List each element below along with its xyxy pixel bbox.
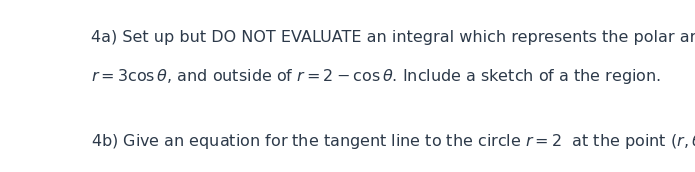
Text: $r = 3\cos\theta$, and outside of $r = 2 - \cos\theta$. Include a sketch of a th: $r = 3\cos\theta$, and outside of $r = 2… xyxy=(91,67,662,86)
Text: 4a) Set up but DO NOT EVALUATE an integral which represents the polar area insid: 4a) Set up but DO NOT EVALUATE an integr… xyxy=(91,30,695,45)
Text: 4b) Give an equation for the tangent line to the circle $r = 2$  at the point $(: 4b) Give an equation for the tangent lin… xyxy=(91,129,695,159)
